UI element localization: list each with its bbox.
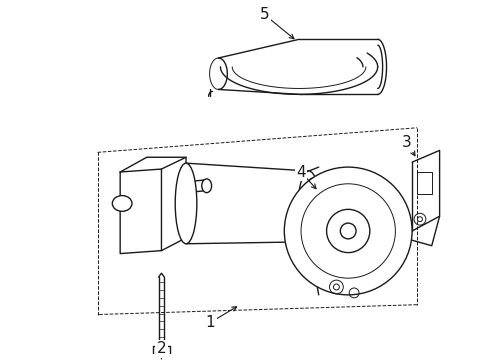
Circle shape (284, 167, 412, 295)
Text: 2: 2 (157, 341, 166, 356)
Ellipse shape (298, 171, 319, 242)
Text: 2: 2 (157, 341, 166, 356)
Ellipse shape (175, 163, 197, 244)
Ellipse shape (310, 187, 318, 201)
Text: 3: 3 (402, 135, 412, 150)
Ellipse shape (112, 195, 132, 211)
Ellipse shape (305, 178, 322, 210)
Circle shape (326, 210, 370, 253)
Bar (417, 172, 432, 194)
Text: 4: 4 (296, 165, 306, 180)
Text: 5: 5 (260, 7, 270, 22)
Circle shape (341, 223, 356, 239)
Text: 1: 1 (206, 315, 216, 330)
Ellipse shape (202, 179, 212, 193)
